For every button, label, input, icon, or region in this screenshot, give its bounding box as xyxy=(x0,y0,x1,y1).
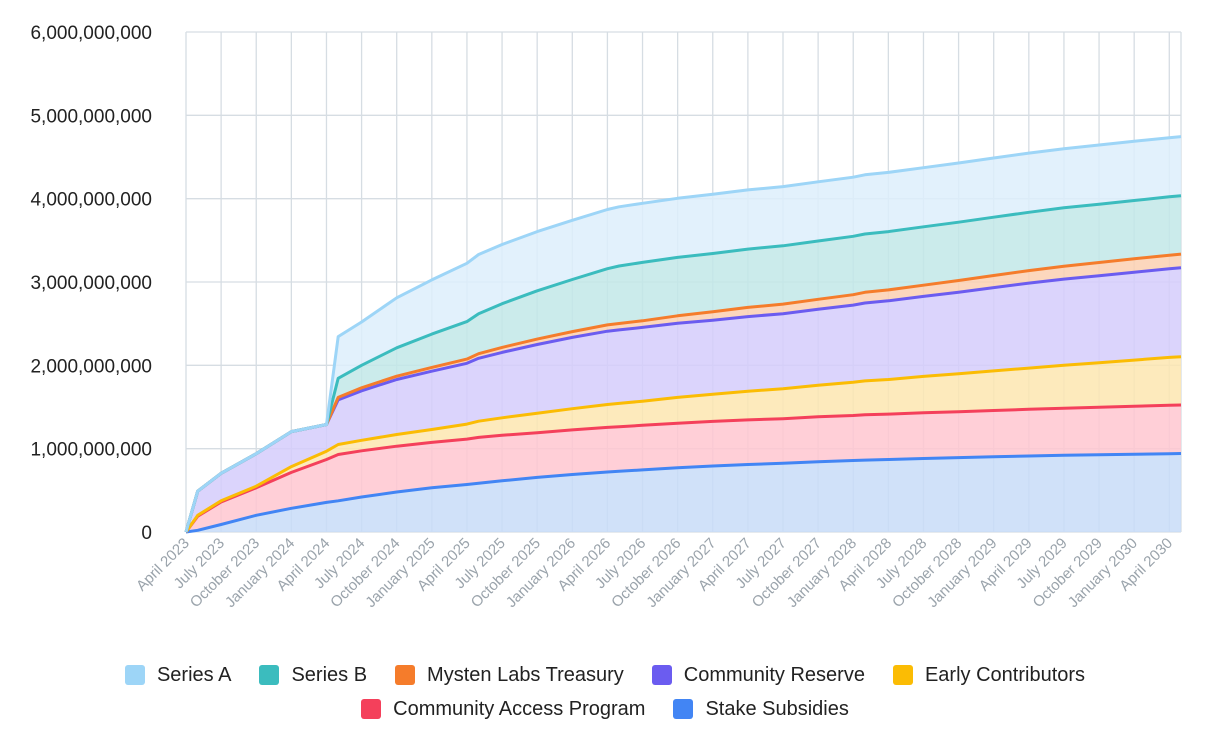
line-community-access-program xyxy=(184,403,1182,533)
y-tick-label: 2,000,000,000 xyxy=(30,356,152,377)
legend-swatch xyxy=(259,665,280,685)
y-tick-label: 4,000,000,000 xyxy=(30,190,152,211)
series-lines xyxy=(184,135,1182,534)
area-early-contributors xyxy=(186,356,1181,532)
y-tick-label: 0 xyxy=(141,523,152,544)
legend-label: Series B xyxy=(291,663,368,686)
legend-swatch xyxy=(395,665,416,685)
legend-swatch xyxy=(361,699,382,719)
legend-label: Early Contributors xyxy=(924,663,1086,686)
y-tick-label: 5,000,000,000 xyxy=(30,106,152,127)
line-mysten-labs-treasury xyxy=(184,252,1182,533)
y-tick-label: 1,000,000,000 xyxy=(30,440,152,461)
legend-item-community-reserve: Community Reserve xyxy=(651,663,865,687)
legend-label: Series A xyxy=(156,663,232,686)
legend-swatch xyxy=(651,665,672,685)
chart: 0 1,000,000,000 2,000,000,000 3,000,000,000… xyxy=(30,23,1182,611)
legend-row: Series A Series B Mysten Labs Treasury Comm… xyxy=(0,660,1210,690)
area-community-access-program xyxy=(186,405,1181,532)
line-early-contributors xyxy=(184,355,1182,533)
area-stake-subsidies xyxy=(186,453,1181,532)
legend-item-series-b: Series B xyxy=(259,664,367,687)
legend-row: Community Access Program Stake Subsidies xyxy=(0,694,1210,724)
legend-label: Community Access Program xyxy=(393,697,646,720)
legend-swatch xyxy=(124,665,145,685)
legend: Series A Series B Mysten Labs Treasury Comm… xyxy=(0,660,1210,728)
legend-swatch xyxy=(673,699,694,719)
legend-item-community-access-program: Community Access Program xyxy=(361,698,645,721)
y-tick-label: 3,000,000,000 xyxy=(30,273,152,294)
legend-item-stake-subsidies: Stake Subsidies xyxy=(673,697,849,721)
area-series-a xyxy=(186,136,1181,532)
y-axis: 0 1,000,000,000 2,000,000,000 3,000,000,000… xyxy=(30,23,152,544)
legend-label: Mysten Labs Treasury xyxy=(427,663,624,686)
line-series-b xyxy=(184,194,1182,533)
legend-item-mysten-labs-treasury: Mysten Labs Treasury xyxy=(395,664,624,687)
y-tick-label: 6,000,000,000 xyxy=(30,23,152,44)
legend-label: Community Reserve xyxy=(683,663,865,686)
series-areas xyxy=(186,136,1181,533)
legend-swatch xyxy=(892,665,913,685)
legend-label: Stake Subsidies xyxy=(705,697,849,720)
area-community-reserve xyxy=(186,267,1181,532)
line-series-a xyxy=(184,135,1182,533)
area-series-b xyxy=(186,195,1181,533)
legend-item-early-contributors: Early Contributors xyxy=(892,663,1086,687)
line-stake-subsidies xyxy=(185,452,1182,534)
legend-item-series-a: Series A xyxy=(124,663,232,687)
